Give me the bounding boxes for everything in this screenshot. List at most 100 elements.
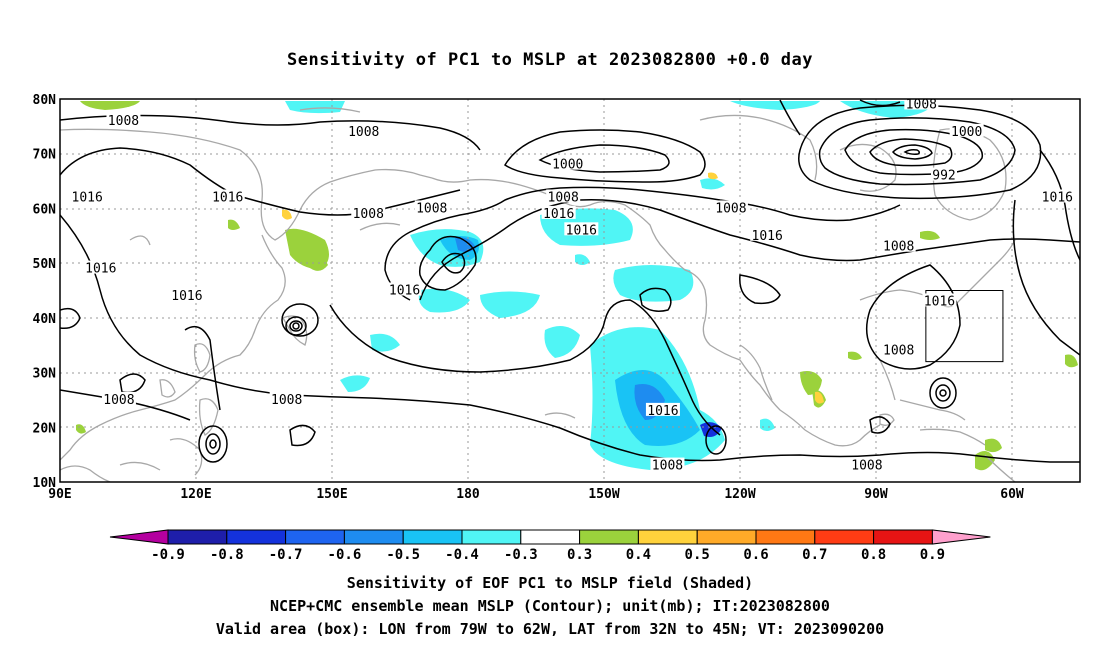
- colorbar-label: -0.6: [328, 547, 362, 560]
- contour-label-bg: [101, 391, 136, 405]
- contour-label-bg: [922, 293, 957, 307]
- lon-label: 180: [456, 487, 480, 502]
- contour-label-bg: [414, 200, 449, 214]
- colorbar-segment: [226, 529, 287, 545]
- graticule: [60, 99, 1080, 482]
- colorbar-label: 0.6: [743, 547, 768, 560]
- colorbar-over-triangle: [931, 529, 991, 545]
- contour-labels: 1008 1008 1016 1016 1008 1008 1000 1008 1016 1016…: [70, 96, 1075, 474]
- contour-label-bg: [210, 189, 245, 203]
- contour-label-bg: [106, 112, 141, 126]
- colorbar-segment: [696, 529, 757, 545]
- valid-area-box: [925, 290, 1004, 363]
- colorbar-label: -0.9: [151, 547, 185, 560]
- contour-label: 1008: [883, 344, 914, 359]
- lon-label: 60W: [1000, 487, 1024, 502]
- contour-label: 1016: [752, 229, 783, 244]
- lon-label: 120W: [724, 487, 755, 502]
- contour-label-bg: [750, 227, 785, 241]
- colorbar-label: 0.4: [626, 547, 651, 560]
- contour-label-bg: [564, 222, 599, 236]
- lat-label: 50N: [33, 257, 57, 272]
- contour-label: 1000: [552, 158, 583, 173]
- caption-contour: NCEP+CMC ensemble mean MSLP (Contour); u…: [270, 597, 830, 615]
- colorbar-segment: [637, 529, 698, 545]
- contour-label: 1008: [883, 240, 914, 255]
- colorbar-segment: [461, 529, 522, 545]
- contour-label-bg: [346, 123, 381, 137]
- contour-label: 1016: [85, 262, 116, 277]
- contour-label: 1016: [647, 404, 678, 419]
- contour-label: 1016: [1042, 190, 1073, 205]
- contour-label-bg: [1040, 189, 1075, 203]
- contour-label: 1016: [543, 207, 574, 222]
- colorbar-segment: [402, 529, 463, 545]
- colorbar-label: -0.4: [445, 547, 479, 560]
- contour-label: 1008: [652, 459, 683, 474]
- lon-label: 150E: [316, 487, 347, 502]
- contour-label: 1008: [271, 393, 302, 408]
- contour-label-bg: [387, 282, 422, 296]
- lat-label: 10N: [33, 476, 57, 491]
- contour-label: 1008: [548, 190, 579, 205]
- colorbar-label: -0.8: [210, 547, 244, 560]
- colorbar-segment: [343, 529, 404, 545]
- chart-title: Sensitivity of PC1 to MSLP at 2023082800…: [286, 50, 813, 70]
- lon-label: 90W: [864, 487, 888, 502]
- contour-label: 1008: [416, 201, 447, 216]
- lat-label: 60N: [33, 202, 57, 217]
- contour-label-bg: [713, 200, 748, 214]
- colorbar-label: 0.7: [802, 547, 827, 560]
- colorbar-segment: [579, 529, 639, 545]
- contour-label: 992: [932, 169, 955, 184]
- contour-label-bg: [650, 457, 685, 471]
- contour-label: 1008: [108, 114, 139, 129]
- colorbar-segment: [167, 529, 228, 545]
- caption-valid-area: Valid area (box): LON from 79W to 62W, L…: [215, 620, 885, 638]
- contour-label-bg: [849, 457, 884, 471]
- contour-label-bg: [546, 189, 581, 203]
- lat-label: 80N: [33, 93, 57, 108]
- colorbar-segment: [285, 529, 345, 545]
- colorbar-label: -0.5: [386, 547, 420, 560]
- map-figure: 1008 1008 1016 1016 1008 1008 1000 1008 1016 1016…: [33, 93, 1081, 502]
- contour-label: 1016: [212, 190, 243, 205]
- contour-label-bg: [351, 205, 386, 219]
- colorbar-label: 0.9: [920, 547, 945, 560]
- contour-label-bg: [881, 238, 916, 252]
- contour-label: 1016: [924, 294, 955, 309]
- contour-label: 1016: [389, 284, 420, 299]
- latitude-labels: 80N 70N 60N 50N 40N 30N 20N 10N: [33, 93, 57, 491]
- contour-label: 1008: [906, 97, 937, 112]
- colorbar-label: -0.7: [269, 547, 303, 560]
- contour-label: 1008: [715, 201, 746, 216]
- contour-label: 1008: [851, 459, 882, 474]
- lon-label: 120E: [180, 487, 211, 502]
- colorbar-segment: [755, 529, 816, 545]
- contour-label-bg: [881, 342, 916, 356]
- contour-label-bg: [169, 287, 204, 301]
- colorbar-label: -0.3: [504, 547, 538, 560]
- colorbar: -0.9 -0.8 -0.7 -0.6 -0.5 -0.4 -0.3 0.3 0.4 0.5 0.6…: [109, 529, 991, 560]
- colorbar-label: 0.8: [861, 547, 886, 560]
- contour-label-bg: [70, 189, 105, 203]
- contour-label: 1016: [72, 190, 103, 205]
- contour-label-bg: [550, 156, 585, 170]
- contour-label: 1008: [353, 207, 384, 222]
- contour-label-bg: [269, 391, 304, 405]
- map-frame: [59, 98, 1081, 483]
- colorbar-label: 0.3: [567, 547, 592, 560]
- longitude-labels: 90E 120E 150E 180 150W 120W 90W 60W: [48, 487, 1024, 502]
- colorbar-segment: [814, 529, 875, 545]
- contour-label-bg: [541, 205, 576, 219]
- contour-label: 1016: [171, 289, 202, 304]
- contour-label: 1008: [348, 125, 379, 140]
- lat-label: 30N: [33, 367, 57, 382]
- lat-label: 70N: [33, 148, 57, 163]
- mslp-contours: [60, 99, 1080, 463]
- contour-label: 1000: [951, 125, 982, 140]
- caption-shading: Sensitivity of EOF PC1 to MSLP field (Sh…: [346, 574, 754, 592]
- contour-label-bg: [949, 123, 984, 137]
- contour-label-bg: [931, 167, 957, 181]
- colorbar-segment: [520, 529, 581, 545]
